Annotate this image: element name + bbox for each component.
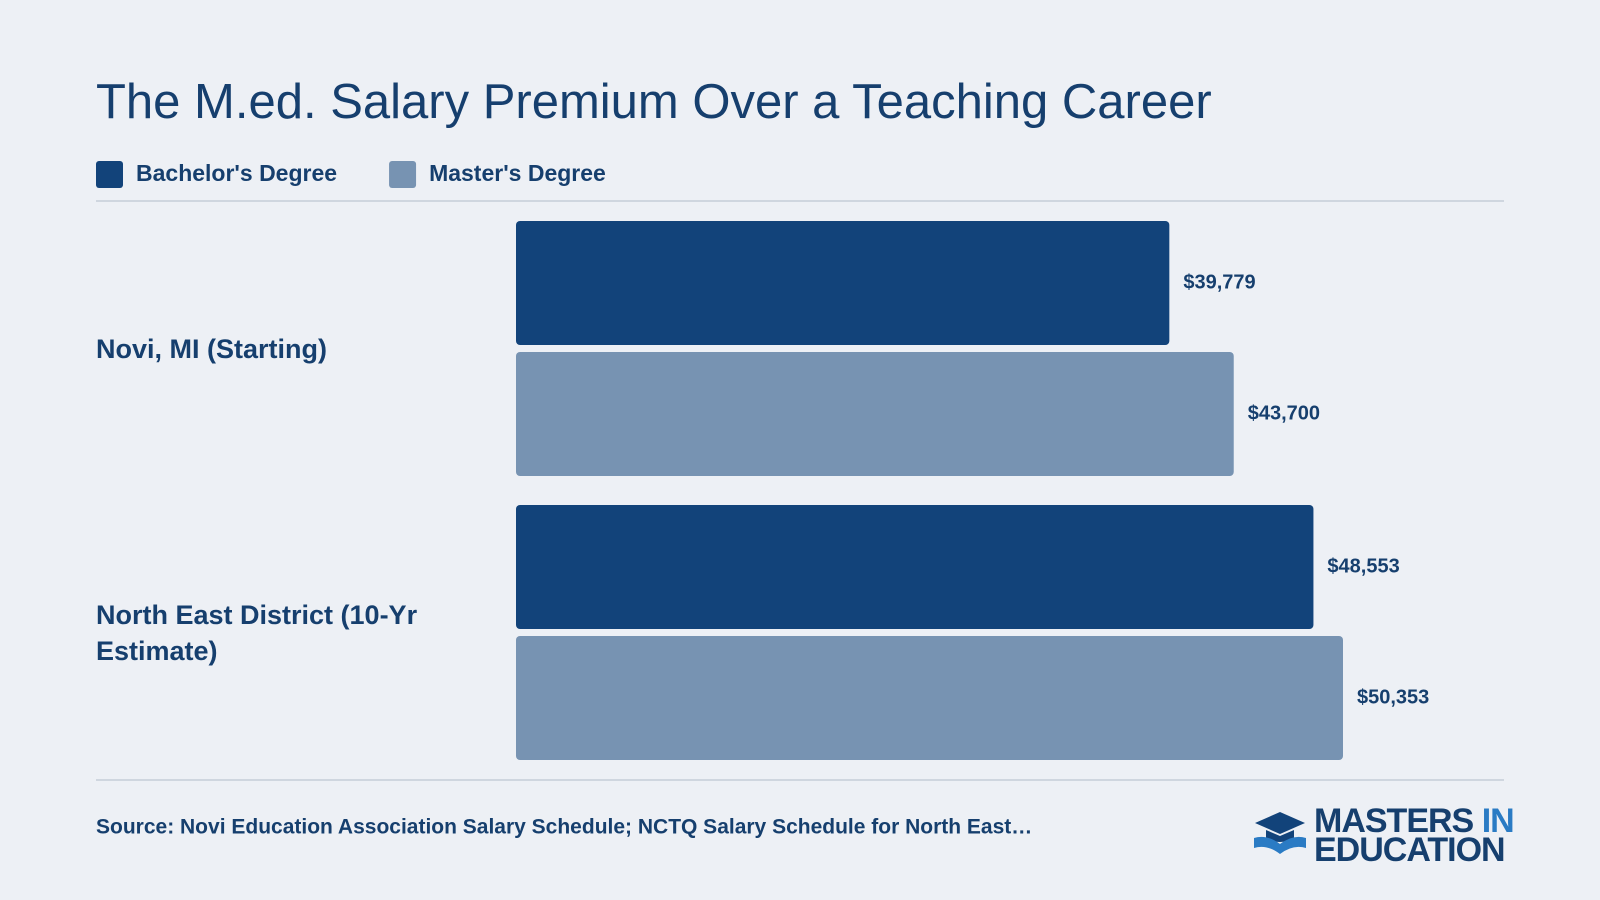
source-note: Source: Novi Education Association Salar…: [96, 816, 1032, 839]
logo: MASTERS IN EDUCATION: [1254, 802, 1515, 869]
category-label: North East District (10-Yr Estimate): [96, 599, 418, 666]
bar: [516, 636, 1343, 760]
legend-label: Master's Degree: [429, 160, 606, 186]
logo-word: MASTERS: [1314, 802, 1474, 840]
value-label: $50,353: [1357, 686, 1429, 708]
logo-text: EDUCATION: [1314, 831, 1505, 869]
legend-swatch: [389, 161, 417, 188]
bar: [516, 352, 1234, 476]
bar: [516, 221, 1170, 345]
chart-title: The M.ed. Salary Premium Over a Teaching…: [96, 75, 1212, 129]
value-label: $39,779: [1183, 271, 1255, 293]
legend-label: Bachelor's Degree: [136, 160, 337, 186]
logo-word: IN: [1482, 802, 1514, 840]
value-label: $43,700: [1248, 402, 1320, 424]
bar: [516, 505, 1314, 629]
logo-icon: [1254, 812, 1306, 854]
category-label: Novi, MI (Starting): [96, 333, 327, 364]
legend-swatch: [96, 161, 123, 188]
value-label: $48,553: [1327, 555, 1399, 577]
logo-text: MASTERS IN: [1314, 802, 1514, 840]
